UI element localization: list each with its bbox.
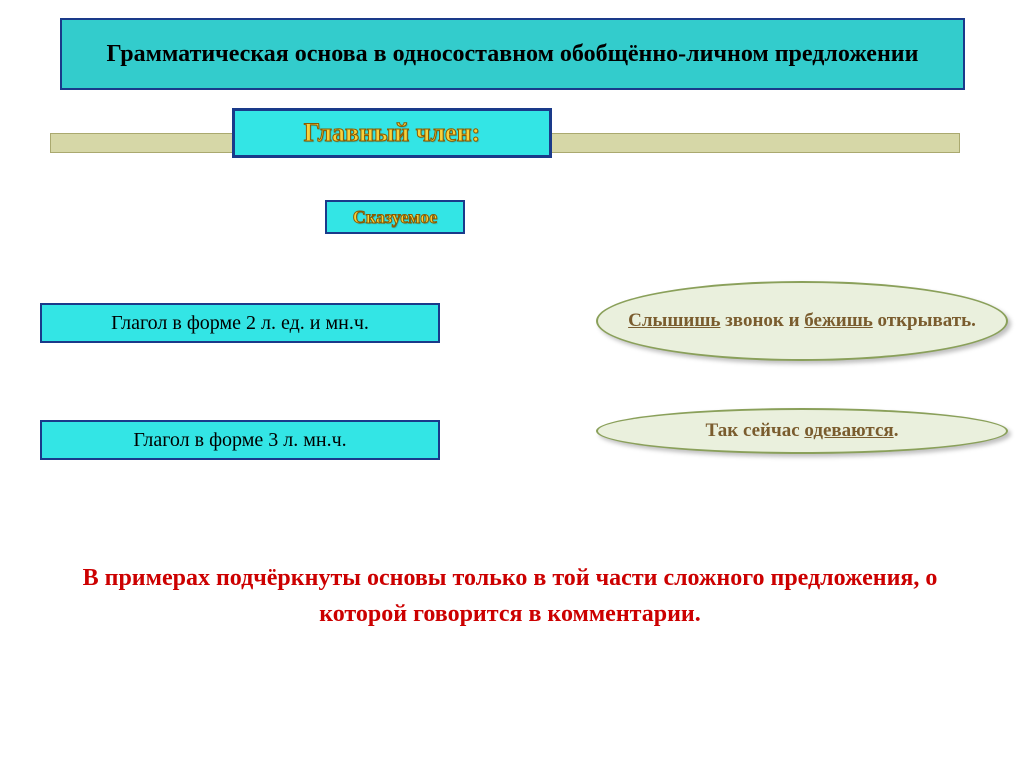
predicate-text: Сказуемое bbox=[353, 207, 437, 228]
example-text: Слышишь звонок и бежишь открывать. bbox=[628, 309, 976, 334]
predicate-box: Сказуемое bbox=[325, 200, 465, 234]
example-ellipse-1: Так сейчас одеваются. bbox=[596, 408, 1008, 454]
rule-box-1: Глагол в форме 3 л. мн.ч. bbox=[40, 420, 440, 460]
footnote: В примерах подчёркнуты основы только в т… bbox=[40, 560, 980, 632]
main-member-box: Главный член: bbox=[232, 108, 552, 158]
title-box: Грамматическая основа в односоставном об… bbox=[60, 18, 965, 90]
rule-text: Глагол в форме 2 л. ед. и мн.ч. bbox=[111, 312, 369, 335]
title-text: Грамматическая основа в односоставном об… bbox=[107, 39, 919, 69]
main-member-text: Главный член: bbox=[304, 118, 480, 148]
rule-text: Глагол в форме 3 л. мн.ч. bbox=[133, 429, 346, 452]
example-ellipse-0: Слышишь звонок и бежишь открывать. bbox=[596, 281, 1008, 361]
rule-box-0: Глагол в форме 2 л. ед. и мн.ч. bbox=[40, 303, 440, 343]
example-text: Так сейчас одеваются. bbox=[706, 419, 899, 444]
